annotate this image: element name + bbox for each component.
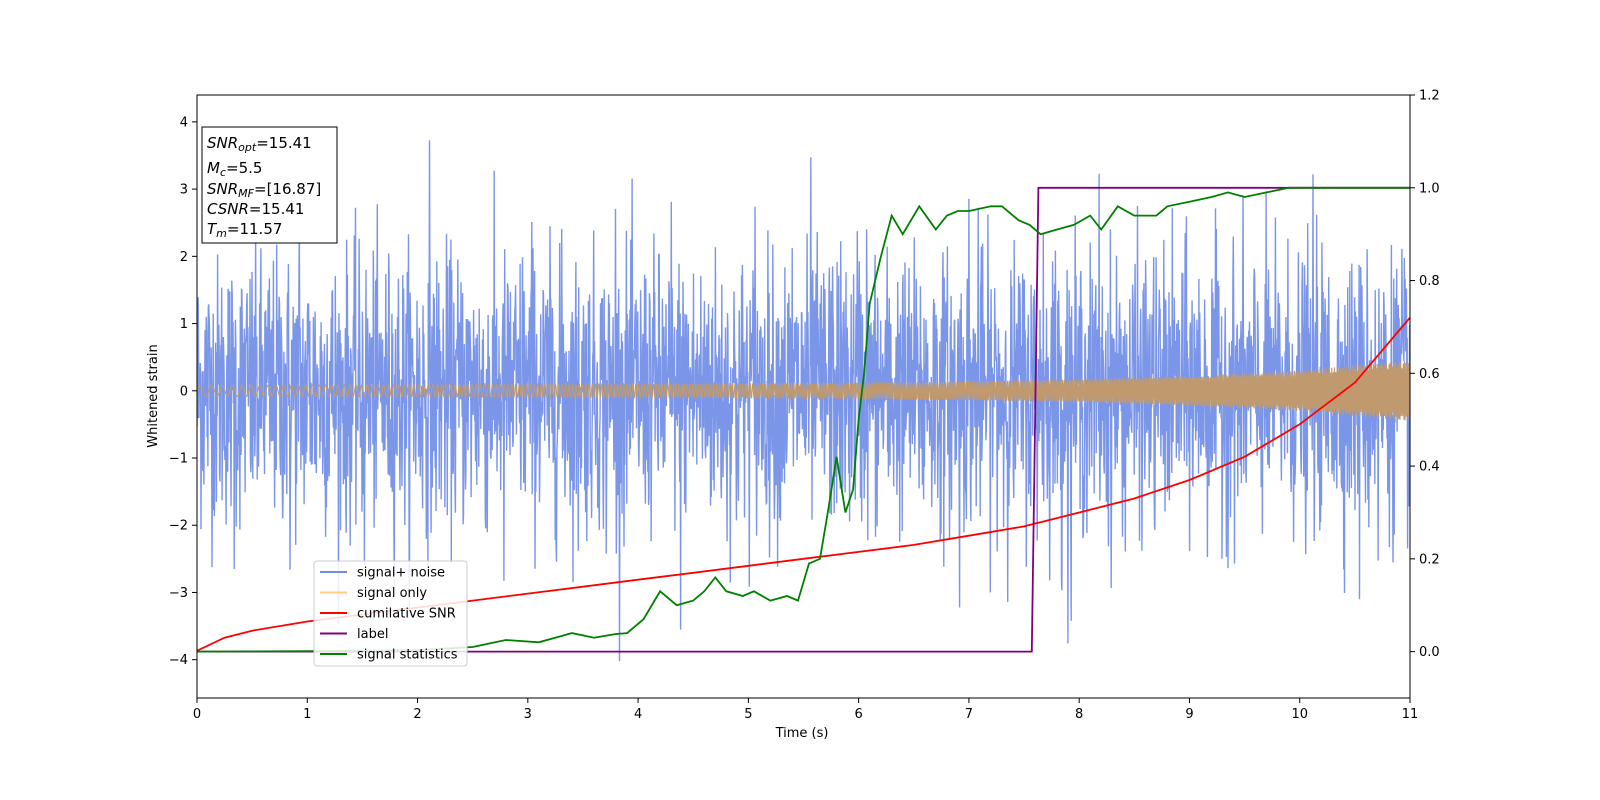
y-right-tick-label: 0.8 — [1419, 274, 1440, 289]
y-left-tick-label: 2 — [180, 250, 188, 265]
plot-frame — [196, 94, 1411, 699]
y-right-tick-label: 1.2 — [1419, 89, 1440, 104]
y-left-tick-label: −3 — [169, 586, 188, 601]
y-right-tick-label: 0.0 — [1419, 645, 1440, 660]
y-right-tick-label: 0.4 — [1419, 460, 1440, 475]
y-left-tick-label: 3 — [180, 183, 188, 198]
y-left-tick-label: 1 — [180, 317, 188, 332]
y-right-tick-label: 0.6 — [1419, 367, 1440, 382]
series-signal-only — [197, 360, 1410, 421]
legend: signal+ noise signal only cumilative SNR la… — [313, 560, 468, 667]
legend-label: signal+ noise — [357, 566, 445, 581]
legend-label: signal statistics — [357, 648, 458, 663]
x-axis-label: Time (s) — [775, 726, 829, 741]
x-tick-label: 11 — [1402, 707, 1419, 722]
y-left-tick-label: −2 — [169, 519, 188, 534]
y-left-tick-label: 0 — [180, 384, 188, 399]
x-tick-label: 8 — [1075, 707, 1083, 722]
legend-label: cumilative SNR — [357, 607, 456, 622]
y-right-tick-label: 0.2 — [1419, 552, 1440, 567]
y-left-tick-label: 4 — [180, 115, 188, 130]
y-right-tick-label: 1.0 — [1419, 181, 1440, 196]
y-left-tick-label: −4 — [169, 653, 188, 668]
y-left-tick-label: −1 — [169, 452, 188, 467]
info-csnr: CSNR=15.41 — [207, 200, 304, 218]
info-box: SNRopt=15.41 Mc=5.5 SNRMF=[16.87] CSNR=1… — [201, 126, 338, 244]
x-tick-label: 4 — [634, 707, 642, 722]
info-snr-opt: SNRopt=15.41 — [207, 134, 312, 154]
legend-label: signal only — [357, 586, 427, 601]
y-axis-right: 0.0 0.2 0.4 0.6 0.8 1.0 1.2 — [1410, 89, 1440, 660]
x-tick-label: 0 — [193, 707, 201, 722]
x-tick-label: 2 — [413, 707, 421, 722]
info-snr-mf: SNRMF=[16.87] — [207, 180, 321, 200]
legend-label: label — [357, 627, 388, 642]
x-tick-label: 6 — [854, 707, 862, 722]
info-tm: Tm=11.57 — [207, 220, 282, 240]
x-axis: 0 1 2 3 4 5 6 7 8 9 10 11 — [193, 698, 1418, 722]
x-tick-label: 9 — [1185, 707, 1193, 722]
y-axis-left: −4 −3 −2 −1 0 1 2 3 4 — [169, 115, 197, 668]
y-axis-label: Whitened strain — [146, 344, 161, 447]
x-tick-label: 5 — [744, 707, 752, 722]
series-signal-statistics — [197, 186, 1410, 653]
x-tick-label: 10 — [1291, 707, 1308, 722]
x-tick-label: 3 — [524, 707, 532, 722]
x-tick-label: 1 — [303, 707, 311, 722]
x-tick-label: 7 — [965, 707, 973, 722]
info-mc: Mc=5.5 — [207, 159, 262, 179]
series-label — [197, 186, 1410, 653]
